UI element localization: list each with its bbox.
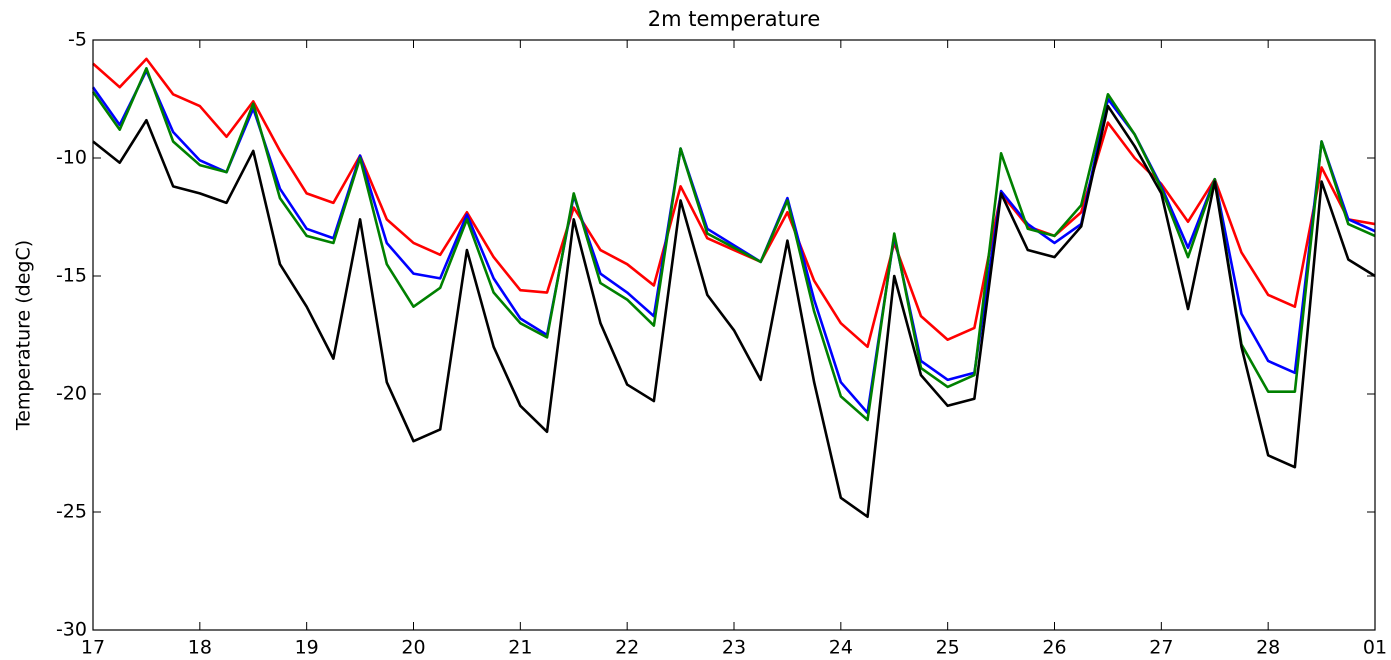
- series-line: [91, 67, 1376, 422]
- y-tick-label: -15: [56, 265, 87, 287]
- x-tick-label: 22: [615, 637, 639, 659]
- y-tick-label: -10: [56, 147, 87, 169]
- plot-frame: [92, 39, 1376, 631]
- x-tick-label: 21: [508, 637, 532, 659]
- x-tick-label: 18: [188, 637, 212, 659]
- y-tick-label: -30: [56, 619, 87, 641]
- series-line: [92, 57, 1376, 349]
- x-tick-label: 23: [722, 637, 746, 659]
- y-axis-label: Temperature (degC): [13, 240, 35, 431]
- x-tick-label: 20: [401, 637, 425, 659]
- y-tick-label: -25: [56, 501, 87, 523]
- y-tick-label: -20: [56, 383, 87, 405]
- x-tick-label: 19: [295, 637, 319, 659]
- y-tick-label: -5: [68, 29, 87, 51]
- x-tick-label: 26: [1042, 637, 1066, 659]
- series-line: [92, 104, 1376, 519]
- x-tick-label: 25: [936, 637, 960, 659]
- x-tick-label: 01: [1363, 637, 1387, 659]
- x-tick-label: 17: [81, 637, 105, 659]
- x-tick-label: 27: [1149, 637, 1173, 659]
- x-tick-label: 28: [1256, 637, 1280, 659]
- chart-title: 2m temperature: [648, 7, 821, 31]
- x-tick-label: 24: [829, 637, 853, 659]
